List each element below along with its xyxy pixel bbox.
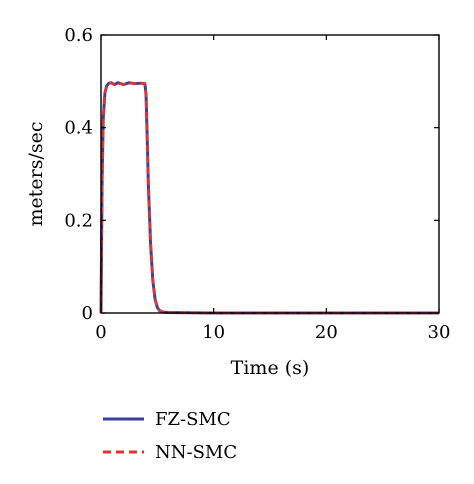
axes [100, 34, 440, 314]
ticks: 0 10 20 30 0 0.2 0.4 0.6 [64, 25, 450, 343]
axes-frame [100, 34, 440, 314]
y-tick-label: 0 [82, 303, 93, 324]
x-tick-label: 10 [202, 322, 225, 343]
plot-area [99, 81, 439, 315]
x-axis-label: Time (s) [231, 357, 310, 379]
y-tick-label: 0.4 [64, 118, 93, 139]
legend-label: NN-SMC [155, 442, 237, 463]
y-axis-label: meters/sec [25, 121, 47, 226]
x-tick-label: 20 [315, 322, 338, 343]
series-line-nn-smc [99, 81, 439, 315]
y-tick-label: 0.2 [64, 210, 93, 231]
legend: FZ-SMC NN-SMC [103, 409, 237, 463]
y-tick-label: 0.6 [64, 25, 93, 46]
legend-label: FZ-SMC [155, 409, 231, 430]
x-tick-label: 30 [428, 322, 451, 343]
x-tick-label: 0 [95, 322, 106, 343]
